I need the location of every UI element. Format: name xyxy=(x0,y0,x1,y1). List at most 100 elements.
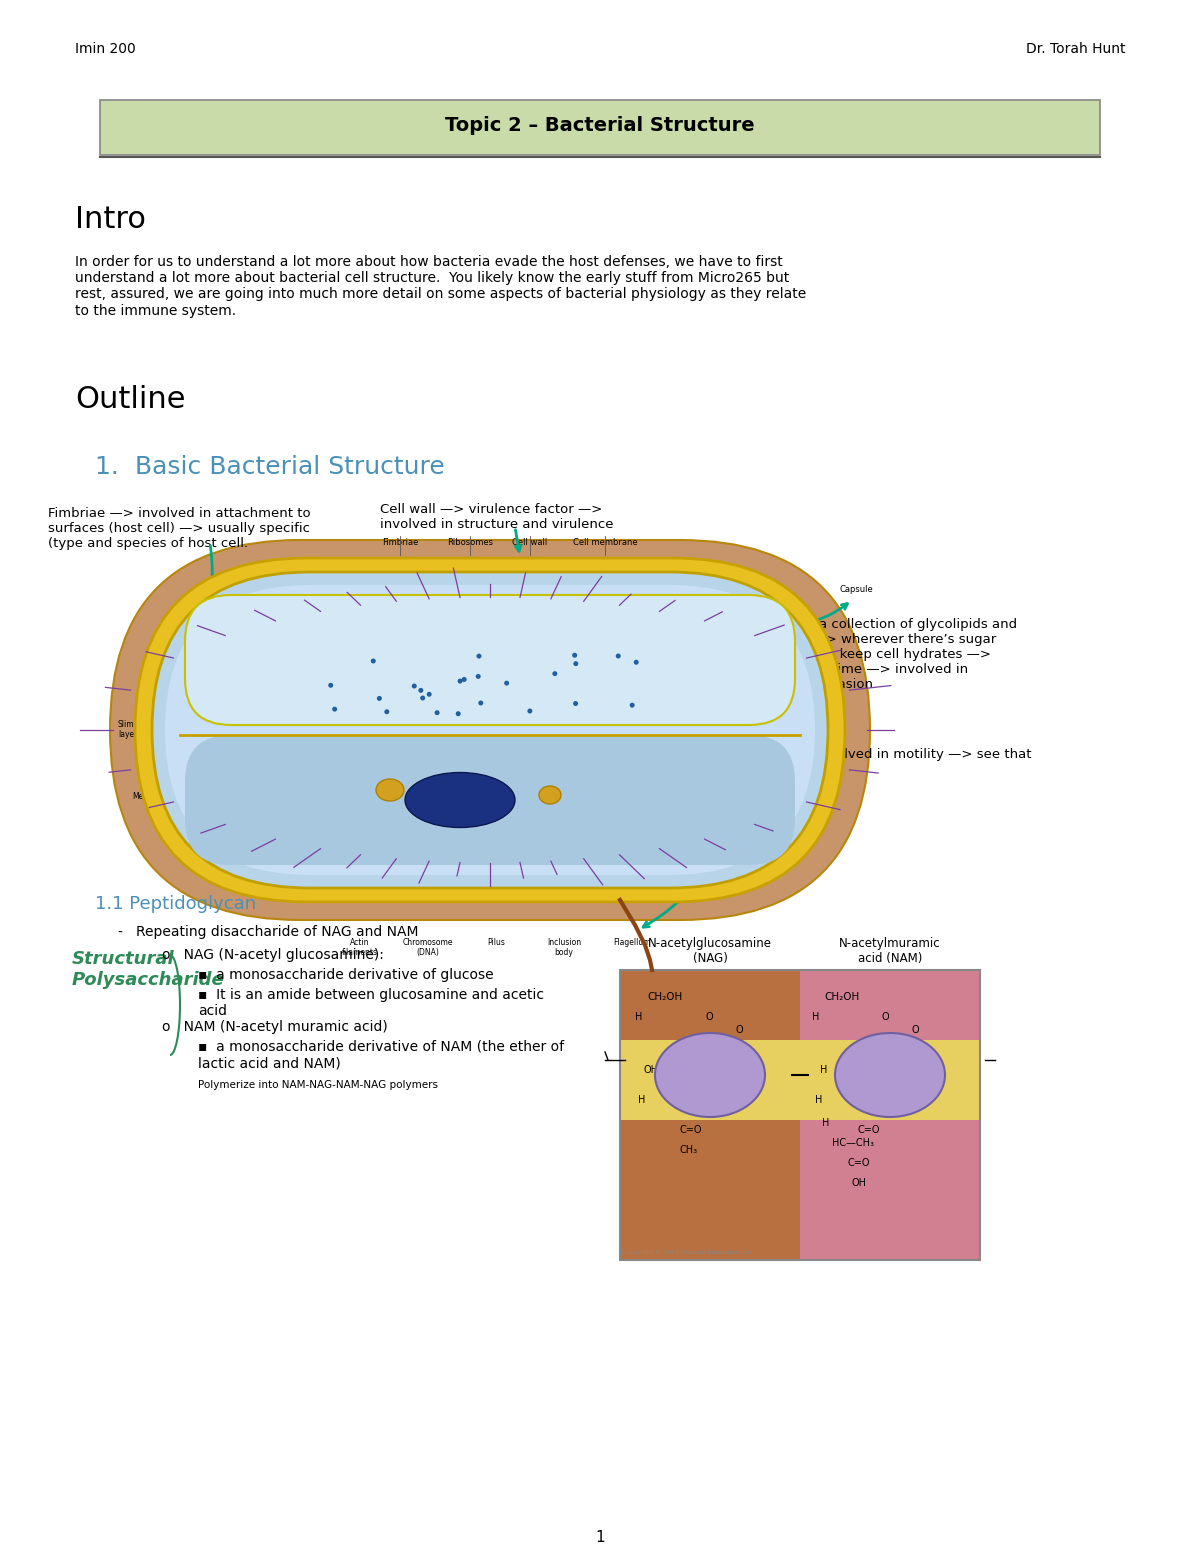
Text: Actin
filaments: Actin filaments xyxy=(342,938,378,958)
Text: Flagellum: Flagellum xyxy=(613,938,650,947)
Text: O: O xyxy=(912,1025,919,1036)
Text: H: H xyxy=(820,1065,827,1075)
Text: O: O xyxy=(882,1012,889,1022)
Circle shape xyxy=(457,678,463,684)
Circle shape xyxy=(456,711,461,717)
Text: Cell wall —> virulence factor —>
involved in structure and virulence: Cell wall —> virulence factor —> involve… xyxy=(380,502,613,530)
Ellipse shape xyxy=(539,785,562,804)
Text: Cell membrane: Cell membrane xyxy=(572,538,637,547)
Text: NH: NH xyxy=(862,1085,877,1095)
Text: ▪  a monosaccharide derivative of glucose: ▪ a monosaccharide derivative of glucose xyxy=(198,969,493,983)
FancyBboxPatch shape xyxy=(620,970,800,1260)
Text: Capsule: Capsule xyxy=(840,585,874,594)
FancyBboxPatch shape xyxy=(620,1040,980,1120)
FancyBboxPatch shape xyxy=(110,540,870,921)
Text: Cell wall: Cell wall xyxy=(512,538,547,547)
Text: Copyright © 2013 Pearson Education, Inc.: Copyright © 2013 Pearson Education, Inc. xyxy=(622,1249,755,1255)
Text: OH: OH xyxy=(643,1065,658,1075)
Text: H: H xyxy=(822,1118,829,1127)
Text: Intro: Intro xyxy=(74,205,146,233)
Text: 1: 1 xyxy=(595,1530,605,1546)
Circle shape xyxy=(434,711,439,715)
Text: CH₂OH: CH₂OH xyxy=(824,992,859,1001)
Text: Polymerize into NAM-NAG-NAM-NAG polymers: Polymerize into NAM-NAG-NAM-NAG polymers xyxy=(198,1081,438,1090)
Text: Cytoplasmic matrix: Cytoplasmic matrix xyxy=(580,774,655,784)
FancyBboxPatch shape xyxy=(134,558,845,902)
Text: OH: OH xyxy=(852,1179,866,1188)
Circle shape xyxy=(377,697,382,701)
Text: 1.  Basic Bacterial Structure: 1. Basic Bacterial Structure xyxy=(95,456,445,479)
Circle shape xyxy=(329,683,334,687)
Circle shape xyxy=(572,653,577,658)
Circle shape xyxy=(419,687,424,694)
Text: Pilus: Pilus xyxy=(487,938,505,947)
Text: Outline: Outline xyxy=(74,386,186,414)
Circle shape xyxy=(574,661,578,666)
Text: Fimbriae —> involved in attachment to
surfaces (host cell) —> usually specific
(: Fimbriae —> involved in attachment to su… xyxy=(48,507,311,550)
Circle shape xyxy=(616,653,620,658)
Text: N-acetylmuramic
acid (NAM): N-acetylmuramic acid (NAM) xyxy=(839,938,941,966)
Text: Chromosome
(DNA): Chromosome (DNA) xyxy=(403,938,454,958)
Ellipse shape xyxy=(835,1033,946,1116)
Circle shape xyxy=(462,676,467,683)
Ellipse shape xyxy=(376,779,404,801)
Text: O: O xyxy=(734,1025,743,1036)
Text: CH₃: CH₃ xyxy=(680,1144,698,1155)
Circle shape xyxy=(420,695,425,700)
Text: C=O: C=O xyxy=(847,1158,870,1168)
Ellipse shape xyxy=(655,1033,766,1116)
Text: -   Repeating disaccharide of NAG and NAM: - Repeating disaccharide of NAG and NAM xyxy=(118,925,419,939)
Text: Fimbriae: Fimbriae xyxy=(382,538,418,547)
Text: H: H xyxy=(635,1012,642,1022)
Text: ▪  It is an amide between glucosamine and acetic
acid: ▪ It is an amide between glucosamine and… xyxy=(198,987,544,1019)
Circle shape xyxy=(384,709,389,714)
Text: CH₂OH: CH₂OH xyxy=(647,992,683,1001)
Circle shape xyxy=(630,703,635,708)
Circle shape xyxy=(574,701,578,706)
Text: Inclusion
body: Inclusion body xyxy=(547,938,581,958)
FancyBboxPatch shape xyxy=(185,596,796,725)
Text: Ribosomes: Ribosomes xyxy=(446,538,493,547)
Text: O: O xyxy=(706,1012,713,1022)
Circle shape xyxy=(527,709,533,714)
Text: Mesosome: Mesosome xyxy=(132,791,173,801)
FancyBboxPatch shape xyxy=(152,572,828,888)
Text: C=O: C=O xyxy=(857,1124,880,1135)
Text: o   NAG (N-acetyl glucosamine):: o NAG (N-acetyl glucosamine): xyxy=(162,949,384,963)
Text: N-acetylglucosamine
(NAG): N-acetylglucosamine (NAG) xyxy=(648,938,772,966)
Circle shape xyxy=(634,659,638,664)
FancyBboxPatch shape xyxy=(800,970,980,1260)
Text: o   NAM (N-acetyl muramic acid): o NAM (N-acetyl muramic acid) xyxy=(162,1020,388,1034)
Circle shape xyxy=(475,673,481,680)
Text: In order for us to understand a lot more about how bacteria evade the host defen: In order for us to understand a lot more… xyxy=(74,255,806,317)
Text: Capsule —> is a collection of glycolipids and
glycoproteins —> wherever there’s : Capsule —> is a collection of glycolipid… xyxy=(718,617,1018,690)
FancyBboxPatch shape xyxy=(100,100,1100,156)
Circle shape xyxy=(552,672,557,676)
FancyBboxPatch shape xyxy=(185,736,796,865)
Text: Topic 2 – Bacterial Structure: Topic 2 – Bacterial Structure xyxy=(445,117,755,135)
Circle shape xyxy=(332,706,337,712)
Ellipse shape xyxy=(406,773,515,827)
Text: Structural
Polysaccharide: Structural Polysaccharide xyxy=(72,950,224,989)
Text: H: H xyxy=(812,1012,820,1022)
Text: H: H xyxy=(638,1095,646,1106)
Circle shape xyxy=(371,658,376,664)
Text: 1.1 Peptidoglycan: 1.1 Peptidoglycan xyxy=(95,896,256,913)
Text: H: H xyxy=(866,1065,875,1075)
Text: C=O: C=O xyxy=(680,1124,702,1135)
FancyBboxPatch shape xyxy=(166,585,815,875)
Text: H: H xyxy=(815,1095,822,1106)
Text: HC—CH₃: HC—CH₃ xyxy=(832,1138,874,1148)
Text: Flagellum —> involved in motility —> see that
in cholera: Flagellum —> involved in motility —> see… xyxy=(718,748,1032,776)
Text: Dr. Torah Hunt: Dr. Torah Hunt xyxy=(1026,42,1126,56)
Circle shape xyxy=(427,692,432,697)
Text: NH: NH xyxy=(685,1085,700,1095)
Circle shape xyxy=(504,681,509,686)
Text: ▪  a monosaccharide derivative of NAM (the ether of
lactic acid and NAM): ▪ a monosaccharide derivative of NAM (th… xyxy=(198,1040,564,1070)
Text: Imin 200: Imin 200 xyxy=(74,42,136,56)
Circle shape xyxy=(412,684,416,689)
Text: Slime
layer: Slime layer xyxy=(118,720,139,739)
Circle shape xyxy=(479,700,484,706)
Circle shape xyxy=(476,653,481,659)
Text: H: H xyxy=(694,1065,701,1075)
